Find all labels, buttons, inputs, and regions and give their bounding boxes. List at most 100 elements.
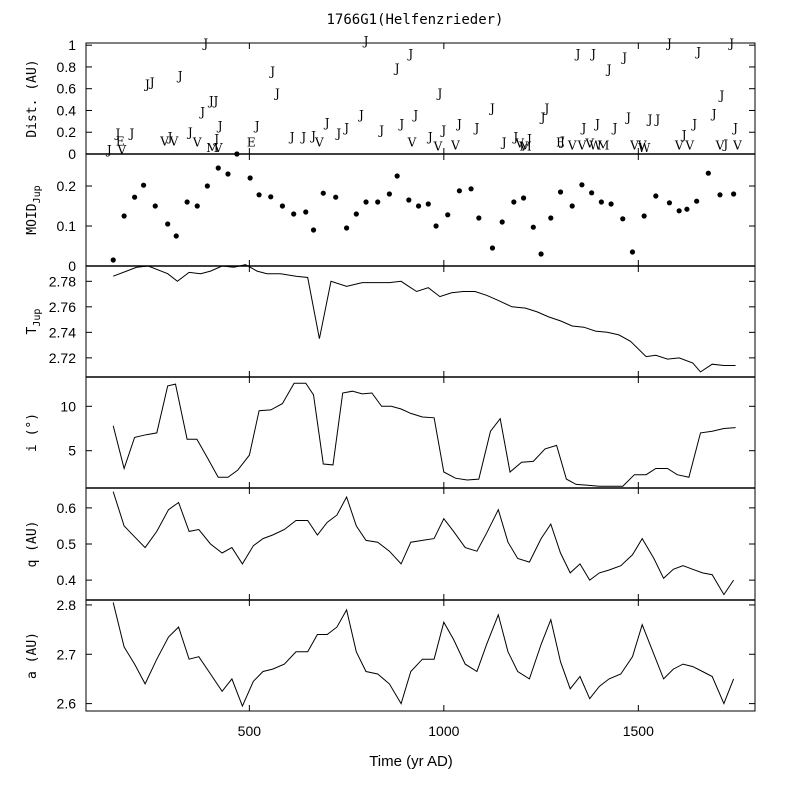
y-axis-label-q: q (AU) (25, 521, 40, 568)
data-point (476, 215, 482, 221)
y-tick-label: 2.6 (57, 696, 77, 712)
y-tick-label: 2.78 (49, 273, 76, 289)
data-point (717, 192, 723, 198)
data-point (538, 251, 544, 257)
y-axis-label-a: a (AU) (25, 632, 40, 679)
data-point (445, 212, 451, 218)
panel-a: 2.6 2.7 2.8 a (AU) (25, 597, 755, 712)
data-point (363, 199, 369, 205)
y-tick-label: 0 (68, 146, 76, 162)
data-point (684, 206, 690, 212)
data-point (152, 203, 158, 209)
data-point (548, 215, 554, 221)
encounter-marker: J (253, 119, 260, 133)
data-point (333, 194, 339, 200)
encounter-marker: M (206, 141, 218, 155)
y-tick-label: 0.6 (57, 500, 77, 516)
data-point (375, 199, 381, 205)
encounter-marker: J (665, 36, 672, 50)
data-point (353, 211, 359, 217)
y-tick-label: 5 (68, 443, 76, 459)
encounter-marker: J (397, 117, 404, 131)
y-tick-label: 0.2 (57, 178, 77, 194)
x-tick-label: 1000 (428, 723, 459, 739)
y-tick-label: 0.4 (57, 572, 77, 588)
y-axis-label-text: i (°) (25, 413, 40, 452)
series-line-a (112, 602, 735, 708)
data-point (279, 203, 286, 209)
encounter-marker: M (519, 140, 531, 154)
encounter-marker: J (426, 130, 433, 144)
encounter-marker: J (543, 102, 550, 116)
encounter-marker: V (116, 143, 126, 157)
data-point (268, 194, 274, 200)
data-point (731, 191, 737, 197)
data-point (520, 195, 527, 201)
y-axis-label-text: T (25, 326, 40, 334)
data-point (433, 223, 439, 229)
x-tick-label: 1500 (623, 723, 654, 739)
data-point (291, 211, 297, 217)
data-point (676, 208, 682, 214)
encounter-marker: V (584, 136, 594, 150)
encounter-marker: J (721, 138, 728, 152)
encounter-marker: J (357, 108, 364, 122)
series-line-q (112, 491, 735, 596)
data-point (705, 170, 711, 176)
encounter-marker: J (436, 86, 443, 100)
encounter-marker: J (334, 127, 341, 141)
encounter-marker: J (186, 126, 193, 140)
encounter-marker: V (567, 139, 577, 153)
data-point (629, 249, 636, 255)
data-point (394, 173, 400, 179)
encounter-marker: J (393, 61, 400, 75)
panel-moid: 0 0.1 0.2 MOIDJup (25, 151, 755, 274)
encounter-marker: V (514, 136, 524, 150)
encounter-marker: J (439, 123, 446, 137)
y-axis-label-moid: MOIDJup (25, 185, 43, 234)
encounter-marker: V (433, 140, 443, 154)
y-axis-label-subscript: Jup (32, 185, 43, 203)
data-point (386, 191, 392, 197)
encounter-marker: J (216, 119, 223, 133)
data-point (598, 199, 604, 205)
y-tick-label: 0.1 (57, 218, 77, 234)
y-axis-label-subscript: Jup (32, 309, 43, 327)
encounter-marker: V (715, 139, 725, 153)
encounter-marker: V (192, 135, 202, 149)
x-tick-label: 500 (238, 723, 262, 739)
data-point (499, 219, 505, 225)
data-point (184, 199, 190, 205)
series-line-tjup (113, 264, 736, 373)
data-point (173, 233, 179, 239)
data-point (641, 213, 647, 219)
encounter-marker: J (624, 110, 631, 124)
encounter-marker: J (105, 143, 112, 157)
y-tick-label: 0.8 (57, 59, 77, 75)
y-tick-label: 2.72 (49, 350, 76, 366)
encounter-marker: J (411, 108, 418, 122)
encounter-marker: J (558, 134, 565, 148)
encounter-marker: V (213, 141, 223, 155)
data-point (247, 175, 253, 181)
x-axis-label: Time (yr AD) (369, 753, 453, 770)
encounter-marker: E (247, 135, 256, 149)
data-point (620, 216, 626, 222)
y-axis-label-text: q (AU) (25, 521, 40, 568)
encounter-marker: J (574, 47, 581, 61)
data-point (303, 209, 309, 215)
y-axis-label-text: a (AU) (25, 632, 40, 679)
encounter-marker: J (593, 117, 600, 131)
data-point (165, 221, 171, 227)
y-tick-label: 0.6 (57, 81, 77, 97)
data-point (415, 203, 422, 209)
y-axis-label-dist: Dist. (AU) (25, 59, 40, 137)
encounter-marker: V (407, 135, 417, 149)
data-point (225, 171, 231, 177)
data-point (204, 183, 210, 189)
encounter-marker: V (314, 135, 324, 149)
y-tick-label: 2.76 (49, 299, 76, 315)
encounter-marker: V (577, 139, 587, 153)
data-point (694, 198, 700, 204)
encounter-marker: J (500, 135, 507, 149)
